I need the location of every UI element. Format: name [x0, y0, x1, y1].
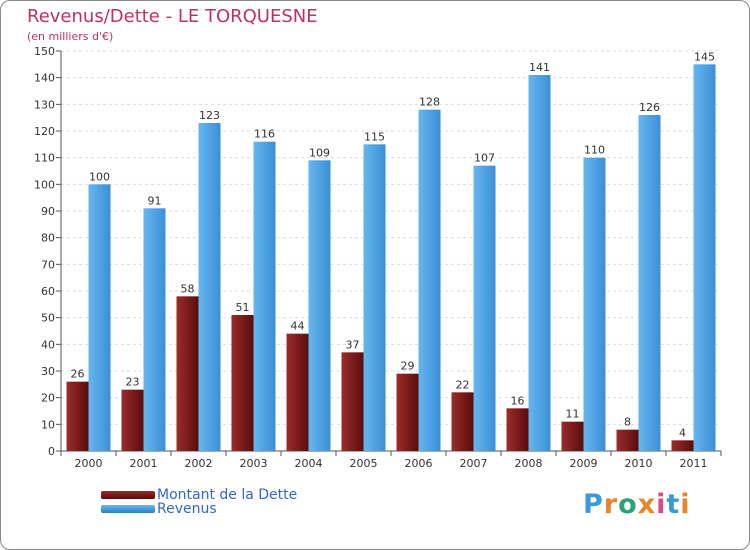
bar-debt	[506, 408, 529, 451]
logo-letter: i	[656, 489, 667, 520]
logo-letter: t	[666, 489, 681, 520]
bar-revenue	[88, 184, 111, 452]
data-label-debt: 58	[181, 282, 195, 295]
bar-revenue	[473, 165, 496, 451]
data-label-debt: 8	[624, 416, 631, 429]
data-label-debt: 26	[71, 368, 85, 381]
y-tick-label: 70	[41, 258, 55, 271]
bar-revenue	[253, 141, 276, 451]
x-tick-label: 2011	[680, 457, 708, 470]
y-tick-label: 10	[41, 418, 55, 431]
y-tick-label: 100	[34, 178, 55, 191]
proxiti-logo: Proxiti	[583, 489, 691, 520]
data-label-revenue: 91	[148, 194, 162, 207]
bar-debt	[396, 373, 419, 451]
bar-revenue	[198, 123, 221, 451]
logo-letter: r	[603, 489, 619, 520]
x-tick-label: 2006	[405, 457, 433, 470]
y-tick-label: 80	[41, 232, 55, 245]
data-label-debt: 4	[679, 426, 686, 439]
bar-revenue	[638, 115, 661, 451]
data-label-debt: 16	[511, 394, 525, 407]
chart-subtitle: (en milliers d'€)	[27, 30, 114, 43]
x-tick-label: 2003	[240, 457, 268, 470]
y-tick-label: 120	[34, 125, 55, 138]
bar-debt	[671, 440, 694, 451]
data-label-revenue: 115	[364, 130, 385, 143]
legend-label-revenue: Revenus	[157, 501, 217, 517]
legend-swatch-debt	[101, 491, 155, 499]
y-tick-label: 150	[34, 45, 55, 58]
plot-area	[61, 51, 721, 451]
data-label-debt: 29	[401, 360, 415, 373]
bar-debt	[66, 381, 89, 451]
logo-letter: P	[583, 489, 604, 520]
y-tick-label: 20	[41, 392, 55, 405]
data-label-revenue: 109	[309, 146, 330, 159]
x-tick-label: 2005	[350, 457, 378, 470]
bar-debt	[231, 315, 254, 451]
y-tick-label: 0	[48, 445, 55, 458]
data-label-revenue: 116	[254, 128, 275, 141]
data-label-revenue: 100	[89, 170, 110, 183]
data-label-revenue: 128	[419, 96, 440, 109]
bar-debt	[176, 296, 199, 451]
x-tick-label: 2009	[570, 457, 598, 470]
x-tick-label: 2008	[515, 457, 543, 470]
y-tick-label: 140	[34, 72, 55, 85]
x-tick-label: 2002	[185, 457, 213, 470]
chart-title: Revenus/Dette - LE TORQUESNE	[27, 6, 318, 27]
y-tick-label: 90	[41, 205, 55, 218]
bar-debt	[616, 429, 639, 451]
y-tick-label: 40	[41, 338, 55, 351]
bar-debt	[341, 352, 364, 451]
bar-debt	[286, 333, 309, 451]
legend-item-revenue: Revenus	[101, 501, 217, 517]
bar-revenue	[528, 75, 551, 451]
logo-letter: i	[680, 489, 691, 520]
data-label-revenue: 145	[694, 50, 715, 63]
data-label-revenue: 126	[639, 101, 660, 114]
data-label-debt: 37	[346, 338, 360, 351]
bar-revenue	[418, 109, 441, 452]
bar-revenue	[143, 208, 166, 451]
y-tick-label: 110	[34, 152, 55, 165]
bar-revenue	[363, 144, 386, 452]
data-label-debt: 23	[126, 376, 140, 389]
bar-revenue	[583, 157, 606, 451]
data-label-debt: 11	[566, 408, 580, 421]
data-label-revenue: 141	[529, 61, 550, 74]
data-label-revenue: 110	[584, 144, 605, 157]
bar-debt	[121, 389, 144, 451]
bar-debt	[451, 392, 474, 451]
bar-revenue	[693, 64, 716, 452]
y-tick-label: 130	[34, 98, 55, 111]
data-label-debt: 51	[236, 301, 250, 314]
x-tick-label: 2000	[75, 457, 103, 470]
data-label-revenue: 107	[474, 152, 495, 165]
x-tick-label: 2010	[625, 457, 653, 470]
legend-label-debt: Montant de la Dette	[157, 487, 298, 503]
x-tick-label: 2001	[130, 457, 158, 470]
data-label-revenue: 123	[199, 109, 220, 122]
y-tick-label: 50	[41, 312, 55, 325]
data-label-debt: 44	[291, 320, 305, 333]
logo-letter: x	[637, 489, 657, 520]
bar-debt	[561, 421, 584, 451]
data-label-debt: 22	[456, 378, 470, 391]
legend-swatch-revenue	[101, 505, 155, 513]
y-tick-label: 60	[41, 285, 55, 298]
legend-item-debt: Montant de la Dette	[101, 487, 298, 503]
logo-letter: o	[618, 489, 638, 520]
x-tick-label: 2004	[295, 457, 323, 470]
bar-revenue	[308, 160, 331, 452]
x-tick-label: 2007	[460, 457, 488, 470]
y-tick-label: 30	[41, 365, 55, 378]
